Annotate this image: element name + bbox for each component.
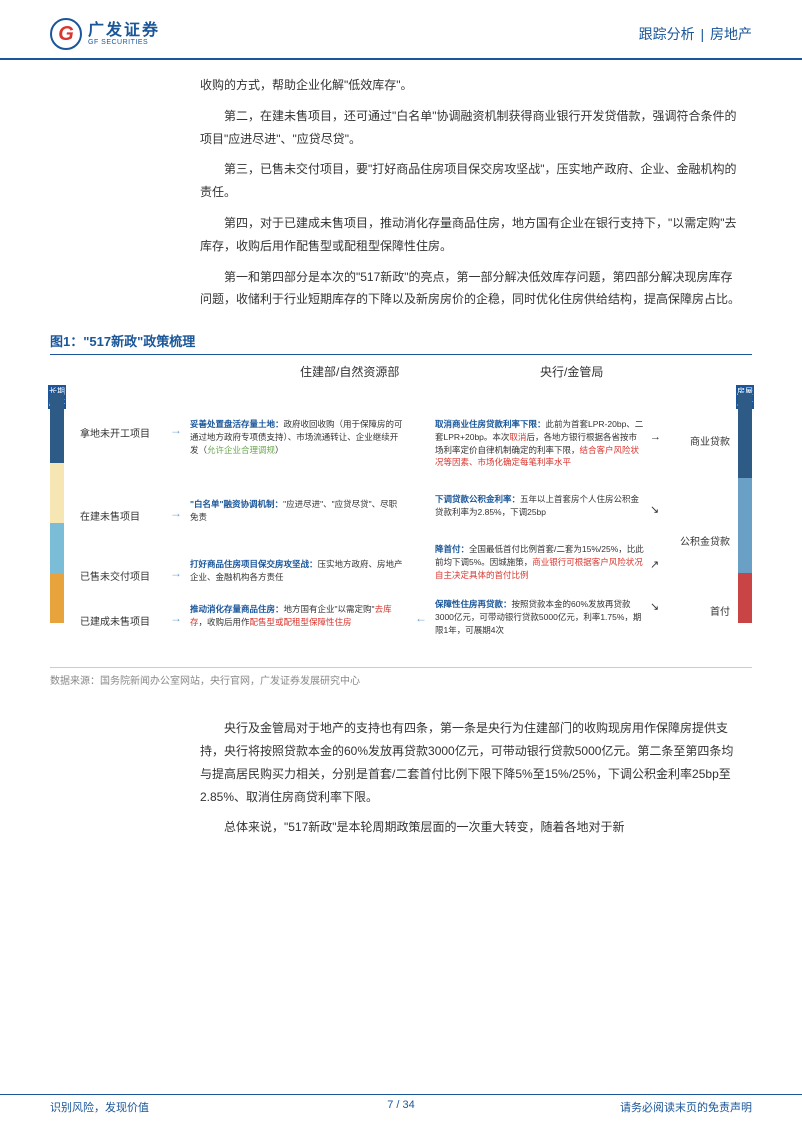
arrow-icon: → (170, 506, 182, 520)
desc-right-item: 降首付：全国最低首付比例首套/二套为15%/25%，比此前均下调5%。因城施策，… (435, 543, 645, 581)
para-6: 总体来说，"517新政"是本轮周期政策层面的一次重大转变，随着各地对于新 (200, 816, 742, 839)
arrow-icon: ← (415, 611, 427, 625)
project-label: 已建成未售项目 (80, 613, 150, 628)
figure-source: 数据来源：国务院新闻办公室网站，央行官网，广发证券发展研究中心 (50, 667, 752, 687)
project-label: 在建未售项目 (80, 508, 140, 523)
left-stock-bar (50, 393, 64, 623)
loan-label: 商业贷款 (690, 433, 730, 448)
para-1: 第二，在建未售项目，还可通过"白名单"协调融资机制获得商业银行开发贷借款，强调符… (200, 105, 742, 151)
page-total: 34 (403, 1099, 415, 1111)
arrow-icon: ↘ (650, 503, 659, 516)
para-4: 第一和第四部分是本次的"517新政"的亮点，第一部分解决低效库存问题，第四部分解… (200, 266, 742, 312)
arrow-icon: → (170, 566, 182, 580)
left-bar-segment (50, 523, 64, 573)
arrow-icon: ↘ (650, 600, 659, 613)
footer-page: 7 / 34 (0, 1099, 802, 1111)
para-5: 央行及金管局对于地产的支持也有四条，第一条是央行为住建部门的收购现房用作保障房提… (200, 717, 742, 808)
page-sep: / (393, 1099, 402, 1111)
desc-left-item: 打好商品住房项目保交房攻坚战：压实地方政府、房地产企业、金融机构各方责任 (190, 558, 405, 584)
right-bar-segment (738, 393, 752, 478)
body-text-upper: 收购的方式，帮助企业化解"低效库存"。 第二，在建未售项目，还可通过"白名单"协… (0, 60, 802, 311)
col-header-right: 央行/金管局 (540, 363, 603, 380)
desc-left-item: 推动消化存量商品住房：地方国有企业"以需定购"去库存，收购后用作配售型或配租型保… (190, 603, 405, 629)
desc-left-item: 妥善处置盘活存量土地：政府收回收购（用于保障房的可通过地方政府专项债支持）、市场… (190, 418, 405, 456)
right-price-bar (738, 393, 752, 623)
desc-right-item: 取消商业住房贷款利率下限：此前为首套LPR-20bp、二套LPR+20bp。本次… (435, 418, 645, 469)
left-bar-segment (50, 573, 64, 623)
header-divider: | (700, 26, 704, 42)
right-bar-segment (738, 478, 752, 573)
para-2: 第三，已售未交付项目，要"打好商品住房项目保交房攻坚战"，压实地产政府、企业、金… (200, 158, 742, 204)
left-bar-segment (50, 463, 64, 523)
arrow-icon: → (170, 423, 182, 437)
project-label: 已售未交付项目 (80, 568, 150, 583)
left-bar-segment (50, 393, 64, 463)
header-category: 跟踪分析 | 房地产 (639, 24, 752, 44)
header-sector: 房地产 (710, 26, 752, 42)
logo: G 广发证券 GF SECURITIES (50, 18, 160, 50)
arrow-icon: → (170, 611, 182, 625)
figure-title: 图1："517新政"政策梳理 (50, 331, 752, 355)
page-footer: 识别风险，发现价值 7 / 34 请务必阅读末页的免责声明 (0, 1094, 802, 1115)
policy-diagram: 住建部/自然资源部 央行/金管局 长期库存 房屋总价 拿地未开工项目在建未售项目… (50, 363, 752, 663)
loan-label: 公积金贷款 (680, 533, 730, 548)
logo-cn: 广发证券 (88, 23, 160, 39)
para-0: 收购的方式，帮助企业化解"低效库存"。 (200, 74, 742, 97)
project-label: 拿地未开工项目 (80, 425, 150, 440)
desc-right-item: 下调贷款公积金利率：五年以上首套房个人住房公积金贷款利率为2.85%，下调25b… (435, 493, 645, 519)
para-3: 第四，对于已建成未售项目，推动消化存量商品住房，地方国有企业在银行支持下，"以需… (200, 212, 742, 258)
col-header-left: 住建部/自然资源部 (300, 363, 399, 380)
right-bar-segment (738, 573, 752, 623)
logo-mark: G (50, 18, 82, 50)
arrow-icon: → (650, 431, 661, 443)
page-header: G 广发证券 GF SECURITIES 跟踪分析 | 房地产 (0, 0, 802, 60)
loan-label: 首付 (710, 603, 730, 618)
arrow-icon: ↗ (650, 558, 659, 571)
desc-left-item: "白名单"融资协调机制："应进尽进"、"应贷尽贷"、尽职免责 (190, 498, 405, 524)
logo-en: GF SECURITIES (88, 39, 160, 46)
body-text-lower: 央行及金管局对于地产的支持也有四条，第一条是央行为住建部门的收购现房用作保障房提… (0, 687, 802, 839)
header-tracking: 跟踪分析 (639, 26, 695, 42)
desc-right-item: 保障性住房再贷款：按照贷款本金的60%发放再贷款3000亿元，可带动银行贷款50… (435, 598, 645, 636)
